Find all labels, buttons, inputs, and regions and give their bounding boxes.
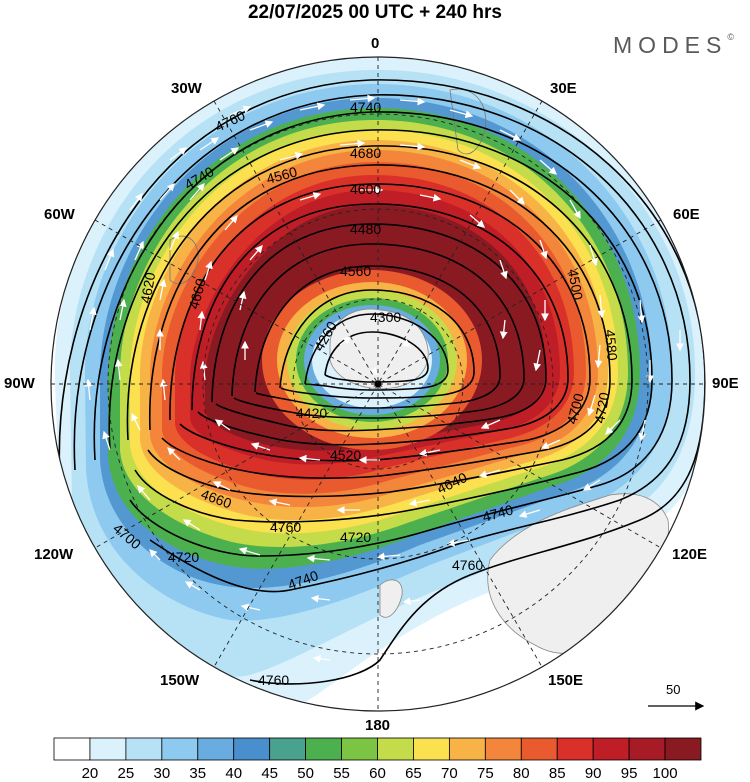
- contour-label: 4480: [350, 221, 381, 237]
- meridian-label-0: 0: [371, 35, 380, 52]
- south-america-tip: [169, 235, 199, 285]
- colorbar-tick-label: 35: [189, 765, 206, 782]
- colorbar-tick-label: 95: [621, 765, 638, 782]
- contour-label: 4580: [602, 329, 621, 362]
- meridian-label-150w: 150W: [160, 672, 200, 689]
- contour-label: 4600: [350, 181, 381, 197]
- meridian-label-30e: 30E: [550, 80, 577, 97]
- colorbar-tick-label: 20: [82, 765, 99, 782]
- colorbar-tick-label: 25: [118, 765, 135, 782]
- contour-label: 4720: [591, 391, 612, 425]
- colorbar-tick-label: 75: [477, 765, 494, 782]
- map-title: 22/07/2025 00 UTC + 240 hrs: [247, 2, 503, 23]
- contour-label: 4760: [270, 519, 301, 535]
- contour-label: 4420: [296, 405, 327, 421]
- colorbar-tick-label: 100: [653, 765, 678, 782]
- contour-label: 4720: [168, 549, 199, 565]
- contour-label: 4560: [340, 263, 371, 279]
- colorbar-tick-label: 45: [261, 765, 278, 782]
- graticule: [50, 56, 706, 712]
- colorbar-tick-label: 80: [513, 765, 530, 782]
- meridian-label-120w: 120W: [34, 546, 74, 563]
- copyright-mark: ©: [727, 32, 734, 42]
- meridian-label-90e: 90E: [712, 375, 739, 392]
- colorbar: 20 25 30 35 40 45 50 55 60 65 70 75 80 85 90 95 100: [53, 737, 702, 782]
- contour-label: 4500: [565, 268, 586, 302]
- colorbar-swatch: [664, 737, 702, 761]
- colorbar-swatch: [556, 737, 594, 761]
- colorbar-swatch: [53, 737, 91, 761]
- contour-label: 4620: [137, 271, 158, 305]
- wind-vectors: [84, 94, 684, 664]
- meridian-label-60w: 60W: [44, 206, 75, 223]
- colorbar-swatch: [592, 737, 630, 761]
- wind-speed-field: [51, 57, 705, 711]
- colorbar-swatch: [377, 737, 414, 761]
- colorbar-swatch: [125, 737, 163, 761]
- colorbar-swatch: [89, 737, 127, 761]
- colorbar-swatch: [197, 737, 235, 761]
- contour-label: 4300: [370, 309, 401, 325]
- height-contours: [58, 79, 705, 685]
- colorbar-tick-label: 90: [585, 765, 602, 782]
- brand-text: MODES: [613, 32, 728, 58]
- meridian-label-180: 180: [365, 717, 391, 734]
- colorbar-swatch: [413, 737, 450, 761]
- colorbar-tick-label: 30: [153, 765, 170, 782]
- colorbar-tick-label: 50: [297, 765, 314, 782]
- colorbar-swatch: [520, 737, 558, 761]
- colorbar-swatch: [448, 737, 486, 761]
- colorbar-tick-label: 65: [405, 765, 422, 782]
- colorbar-tick-label: 85: [549, 765, 566, 782]
- colorbar-swatch: [341, 737, 378, 761]
- contour-label: 4700: [563, 391, 587, 425]
- contour-label: 4760: [258, 672, 289, 688]
- reference-vector-label: 50: [666, 682, 680, 697]
- brand-logo: MODES©: [613, 32, 734, 59]
- contour-label: 4740: [350, 99, 381, 115]
- contour-label: 4560: [265, 163, 299, 187]
- contour-label: 4520: [330, 447, 361, 463]
- colorbar-tick-label: 55: [333, 765, 350, 782]
- new-zealand-landmass: [379, 579, 403, 618]
- meridian-label-90w: 90W: [4, 375, 35, 392]
- colorbar-tick-label: 70: [441, 765, 458, 782]
- contour-label: 4660: [185, 276, 209, 310]
- colorbar-swatch: [628, 737, 666, 761]
- colorbar-swatch: [269, 737, 307, 761]
- meridian-label-60e: 60E: [673, 206, 700, 223]
- south-pole-marker: [374, 380, 382, 388]
- contour-label: 4740: [481, 501, 515, 525]
- contour-label: 4760: [452, 557, 483, 573]
- colorbar-swatch: [484, 737, 522, 761]
- contour-label: 4720: [340, 529, 371, 545]
- meridian-label-150e: 150E: [548, 672, 584, 689]
- colorbar-tick-label: 40: [225, 765, 242, 782]
- meridian-label-30w: 30W: [171, 80, 202, 97]
- colorbar-swatch: [305, 737, 342, 761]
- colorbar-tick-label: 60: [369, 765, 386, 782]
- colorbar-swatch: [161, 737, 199, 761]
- colorbar-swatch: [233, 737, 271, 761]
- contour-label: 4680: [350, 145, 381, 161]
- meridian-label-120e: 120E: [672, 546, 708, 563]
